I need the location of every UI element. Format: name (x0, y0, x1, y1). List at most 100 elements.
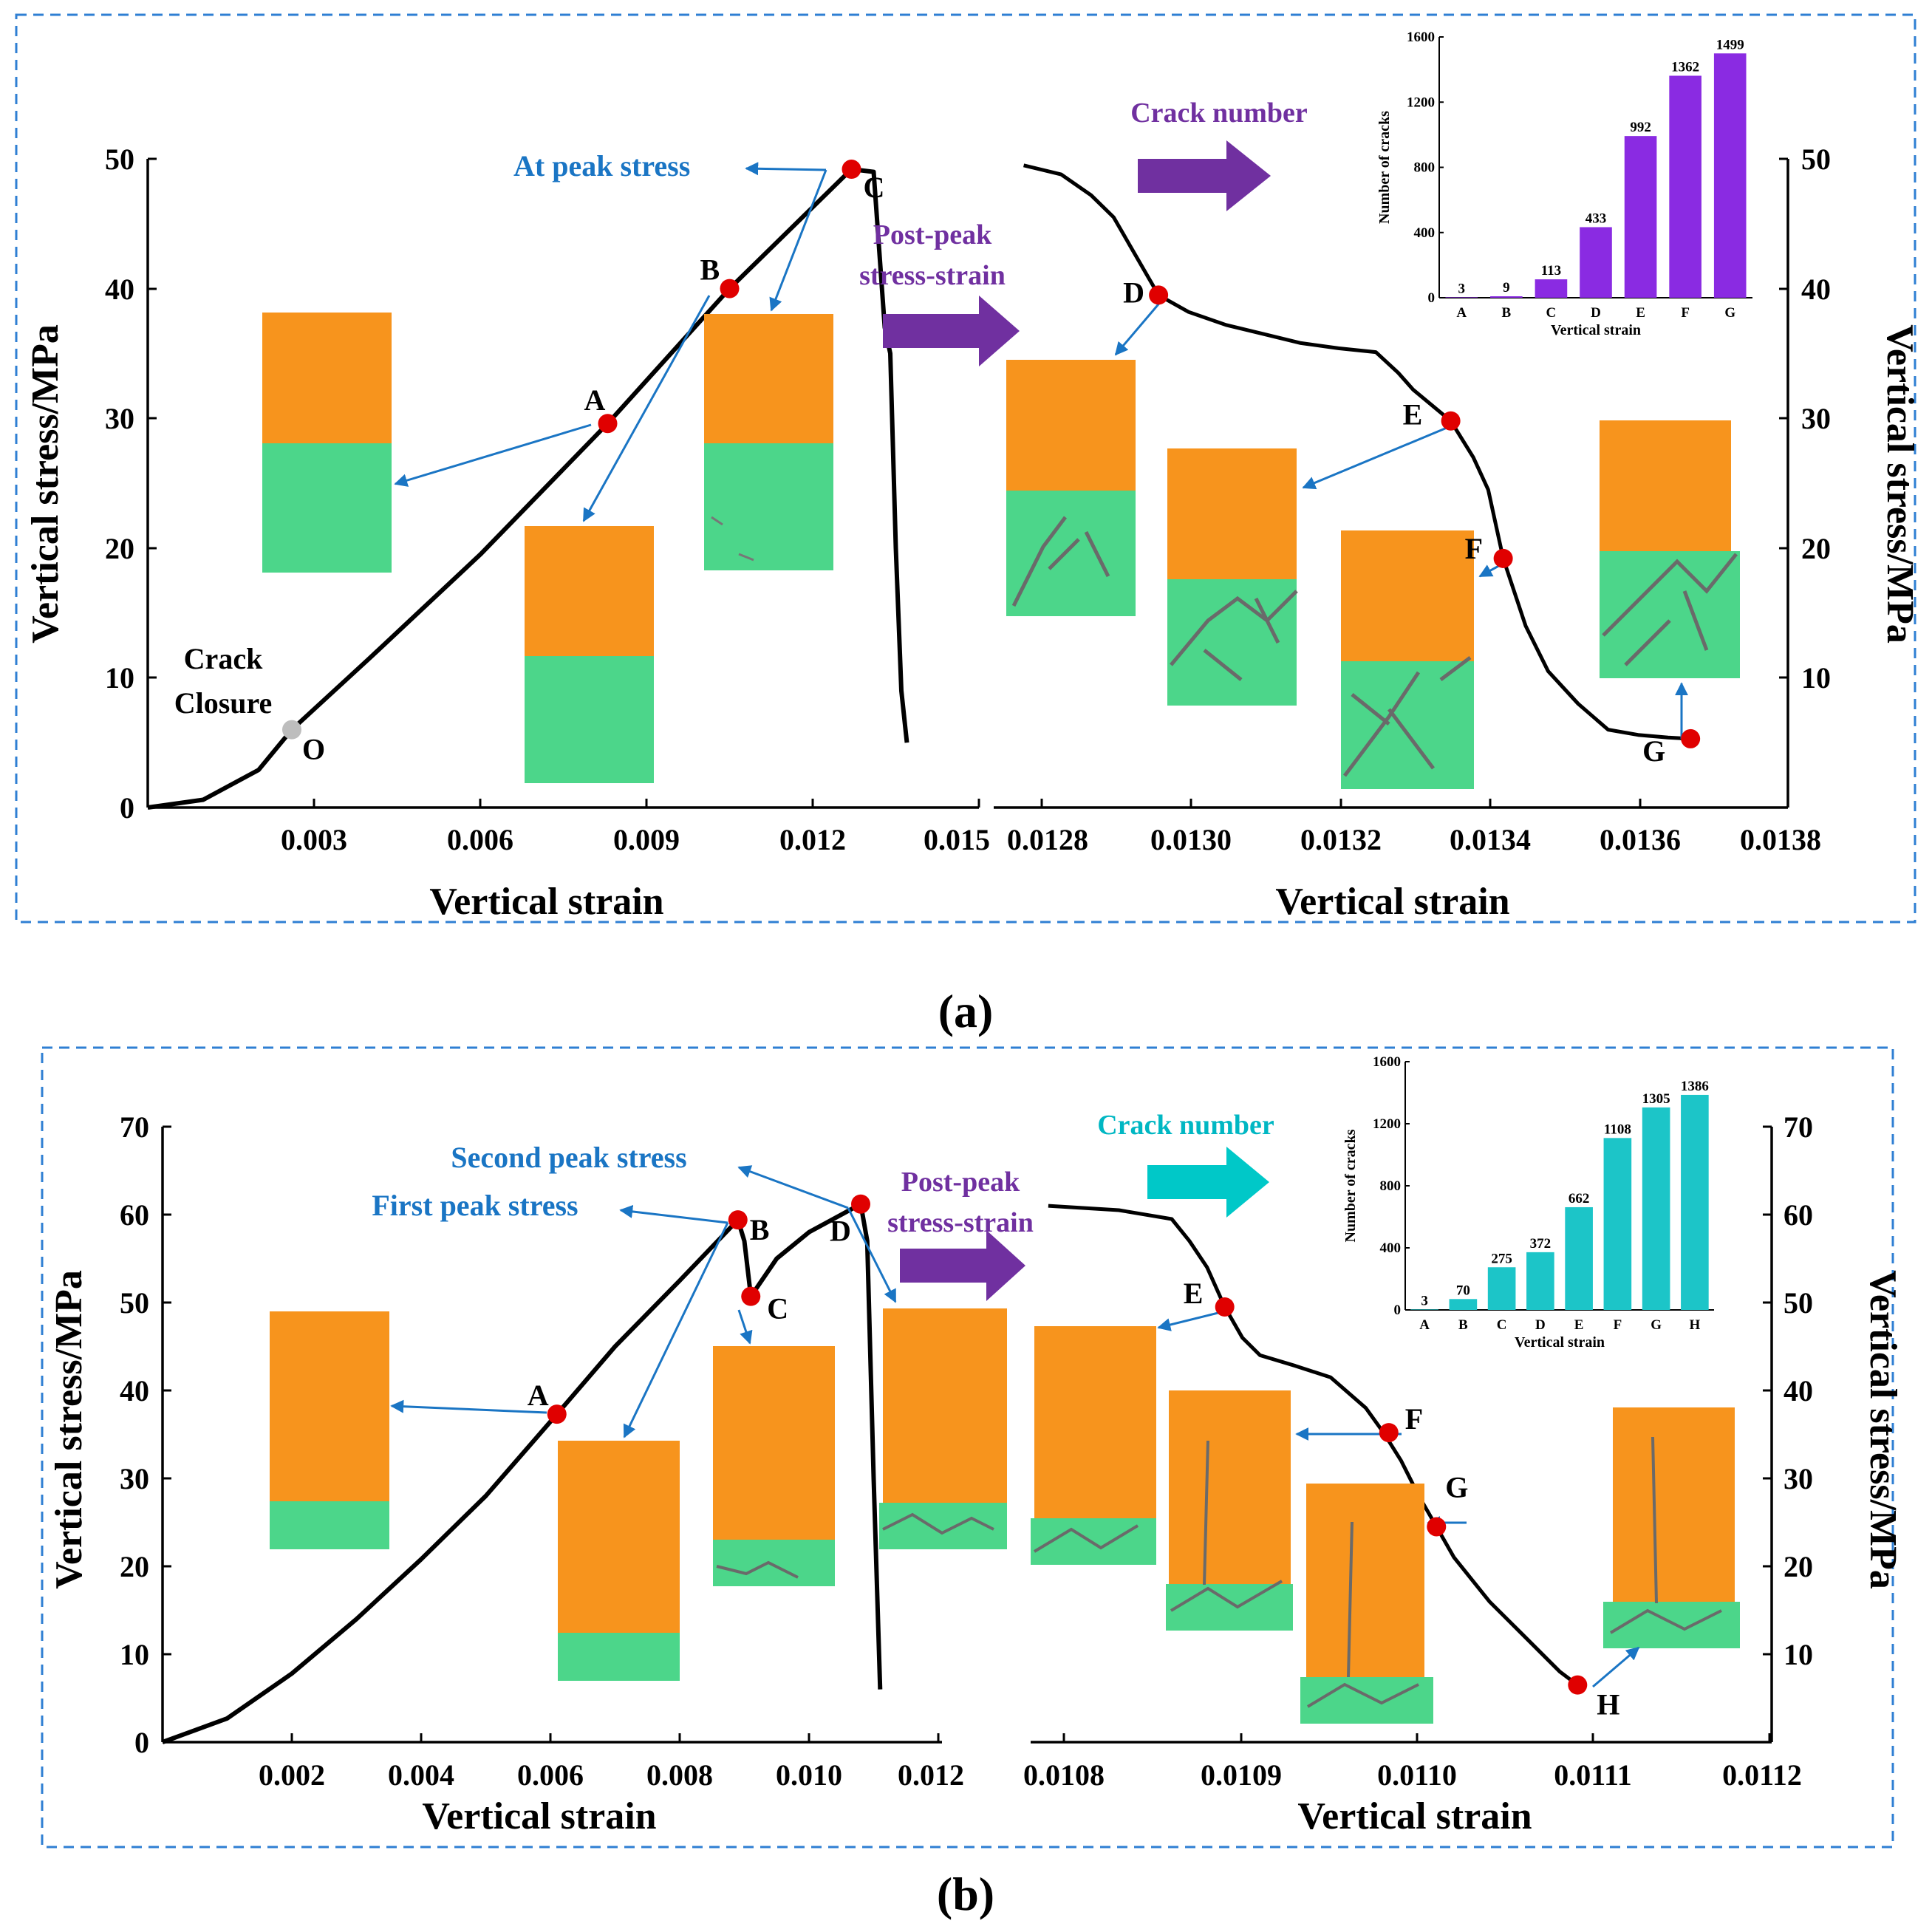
b-inset-value-F: 1108 (1604, 1122, 1631, 1137)
b-right-axes: 10 20 30 40 50 60 70 0.0108 0.0109 0.011… (1023, 1110, 1904, 1837)
a-right-points: D E F G (1123, 276, 1701, 768)
b-left-xtick: 0.002 (259, 1758, 325, 1792)
a-closure-annotation: Crack (184, 642, 263, 675)
a-inset-xtick-E: E (1636, 305, 1645, 321)
b-left-axes: 0 10 20 30 40 50 60 70 0.002 0.004 0.006… (48, 1110, 964, 1837)
a-point-label-D: D (1123, 276, 1144, 309)
a-left-xtick: 0.015 (924, 823, 990, 856)
b-first-peak-annotation: First peak stress (372, 1189, 578, 1222)
a-point-E (1441, 411, 1461, 431)
a-right-xtick: 0.0138 (1740, 823, 1821, 856)
b-crack-number-annotation: Crack number (1097, 1110, 1274, 1141)
a-inset-bar-F (1669, 75, 1701, 298)
b-right-xlabel: Vertical strain (1297, 1795, 1532, 1837)
a-left-ytick: 40 (105, 273, 134, 306)
b-point-E (1215, 1297, 1235, 1317)
b-right-xtick: 0.0112 (1722, 1758, 1802, 1792)
b-left-ytick: 40 (120, 1374, 149, 1407)
b-inset-bar-E (1565, 1206, 1593, 1310)
a-right-xlabel: Vertical strain (1275, 881, 1509, 923)
a-inset-value-B: 9 (1503, 280, 1510, 296)
b-point-C (741, 1286, 761, 1306)
specimen-image (1167, 448, 1298, 706)
b-second-peak-annotation: Second peak stress (451, 1141, 686, 1174)
a-left-ytick: 50 (105, 143, 134, 176)
specimen-image (704, 314, 833, 570)
a-inset-xtick-F: F (1681, 305, 1690, 321)
a-postpeak-annotation: Post-peak (873, 219, 992, 250)
b-inset-ytick: 1200 (1373, 1116, 1401, 1132)
specimen-image (1031, 1326, 1156, 1565)
caption-b: (b) (937, 1868, 994, 1920)
b-right-points: E F G H (1184, 1277, 1620, 1721)
a-inset-xlabel: Vertical strain (1551, 322, 1641, 338)
arrow-right-icon (1147, 1147, 1269, 1218)
a-inset-ylabel: Number of cracks (1376, 111, 1393, 224)
b-inset-xtick-F: F (1614, 1317, 1622, 1333)
b-inset-value-E: 662 (1569, 1191, 1590, 1206)
a-left-points: O A B C (282, 160, 884, 766)
a-pointer-arrows (394, 162, 1688, 739)
b-inset-bar-F (1603, 1138, 1632, 1310)
b-inset-xtick-E: E (1574, 1317, 1584, 1333)
a-right-post-peak-curve (1023, 163, 1691, 741)
b-right-xtick: 0.0110 (1377, 1758, 1457, 1792)
specimen-image (1300, 1484, 1433, 1724)
b-inset-bar-B (1449, 1299, 1478, 1310)
caption-a: (a) (938, 985, 994, 1037)
panel-a: 0 10 20 30 40 50 0.003 0.006 0.009 0.012… (15, 13, 1921, 924)
b-right-ylabel: Vertical stress/MPa (1862, 1270, 1904, 1589)
a-inset-bar-G (1713, 53, 1747, 298)
a-point-D (1149, 285, 1169, 305)
a-right-xtick: 0.0134 (1450, 823, 1531, 856)
specimen-image (262, 313, 392, 573)
b-left-xtick: 0.004 (388, 1758, 454, 1792)
a-point-label-O: O (302, 733, 325, 766)
a-inset-ytick: 400 (1414, 225, 1436, 241)
specimen-image (270, 1311, 389, 1549)
b-point-F (1379, 1423, 1399, 1443)
a-left-axes: 0 10 20 30 40 50 0.003 0.006 0.009 0.012… (24, 143, 990, 923)
a-inset-bar-D (1580, 227, 1612, 298)
b-inset-value-C: 275 (1491, 1251, 1512, 1266)
b-inset-ytick: 1600 (1373, 1054, 1401, 1070)
a-inset-value-E: 992 (1630, 120, 1651, 135)
b-point-D (851, 1194, 870, 1214)
a-inset-value-D: 433 (1585, 211, 1607, 226)
a-point-O (282, 720, 301, 740)
a-inset-ytick: 1600 (1407, 30, 1435, 45)
a-left-ylabel: Vertical stress/MPa (24, 324, 66, 644)
b-inset-ylabel: Number of cracks (1342, 1129, 1359, 1242)
b-point-G (1427, 1517, 1447, 1537)
a-inset-ytick: 0 (1428, 290, 1436, 306)
b-inset-bar-G (1642, 1107, 1670, 1310)
b-inset-ytick: 400 (1380, 1240, 1402, 1256)
a-peak-annotation: At peak stress (513, 149, 690, 182)
a-right-xtick: 0.0132 (1300, 823, 1382, 856)
a-specimens (262, 313, 1740, 789)
b-point-A (547, 1404, 567, 1424)
b-left-xtick: 0.006 (517, 1758, 584, 1792)
a-point-label-B: B (700, 253, 720, 287)
b-left-xlabel: Vertical strain (422, 1795, 656, 1837)
specimen-image (1166, 1390, 1293, 1631)
a-right-ytick: 50 (1801, 143, 1831, 176)
b-point-label-A: A (528, 1379, 549, 1412)
a-point-C (842, 160, 861, 180)
a-inset-xtick-D: D (1591, 305, 1601, 321)
b-left-xtick: 0.008 (646, 1758, 713, 1792)
b-right-ytick: 40 (1783, 1374, 1813, 1407)
b-inset-value-H: 1386 (1681, 1079, 1709, 1094)
specimen-image (525, 526, 654, 783)
b-point-label-F: F (1405, 1402, 1423, 1436)
a-left-xtick: 0.003 (281, 823, 347, 856)
b-left-ytick: 30 (120, 1462, 149, 1495)
b-inset-value-B: 70 (1456, 1283, 1470, 1298)
a-point-F (1493, 548, 1513, 568)
b-point-B (728, 1210, 748, 1230)
a-point-label-F: F (1465, 532, 1483, 565)
a-inset-bar-C (1535, 279, 1568, 298)
b-left-ytick: 20 (120, 1550, 149, 1583)
a-point-A (598, 414, 618, 434)
